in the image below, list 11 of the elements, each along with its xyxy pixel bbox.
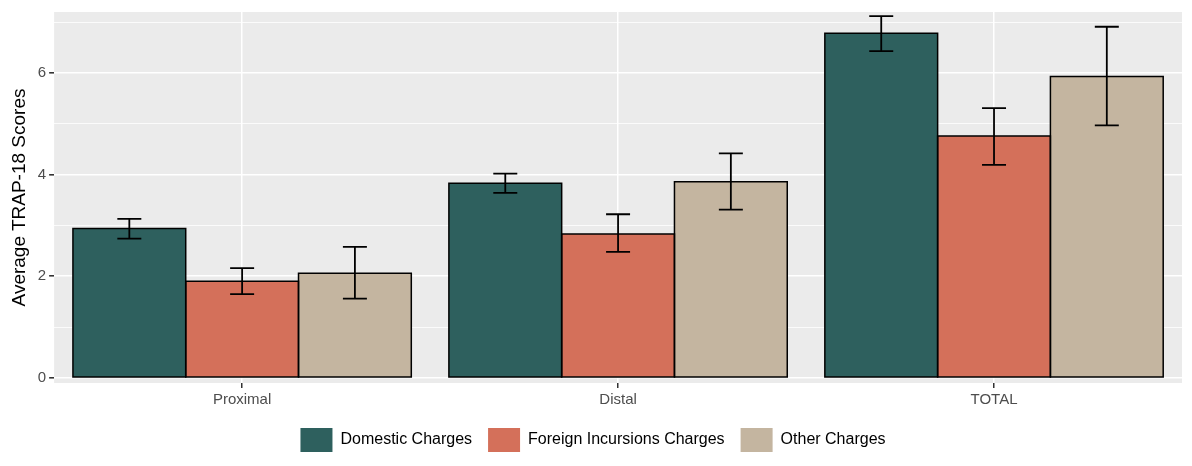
y-tick-label: 4 <box>37 164 47 182</box>
x-tick-label: Proximal <box>212 390 272 408</box>
x-tick-label: Distal <box>599 390 637 408</box>
x-tick-label: TOTAL <box>970 390 1018 408</box>
y-axis-title: Average TRAP-18 Scores <box>7 88 29 307</box>
y-tick-label: 6 <box>37 63 47 81</box>
legend-label: Foreign Incursions Charges <box>528 430 725 448</box>
y-tick-label: 2 <box>37 266 47 284</box>
y-tick-label: 0 <box>37 368 47 386</box>
legend-label: Other Charges <box>780 430 886 448</box>
legend-label: Domestic Charges <box>340 430 473 448</box>
